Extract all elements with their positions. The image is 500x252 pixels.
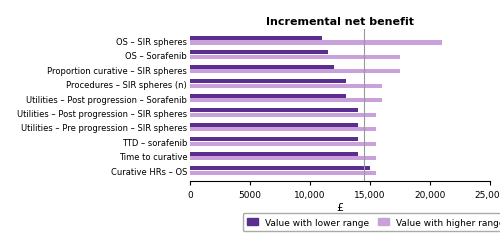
Legend: Value with lower range, Value with higher range: Value with lower range, Value with highe… [242, 213, 500, 231]
Bar [190, 142, 376, 146]
Bar [190, 70, 400, 74]
X-axis label: £: £ [336, 202, 344, 212]
Title: Incremental net benefit: Incremental net benefit [266, 17, 414, 27]
Bar [190, 80, 346, 84]
Bar [190, 152, 358, 156]
Bar [190, 171, 376, 175]
Bar [190, 113, 376, 117]
Bar [190, 99, 382, 103]
Bar [190, 66, 334, 70]
Bar [190, 84, 382, 88]
Bar [190, 166, 370, 170]
Bar [190, 138, 358, 142]
Bar [190, 56, 400, 60]
Bar [190, 37, 322, 41]
Bar [190, 51, 328, 55]
Bar [190, 41, 442, 45]
Bar [190, 128, 376, 132]
Bar [190, 94, 346, 98]
Bar [190, 156, 376, 161]
Bar [190, 109, 358, 113]
Bar [190, 123, 358, 127]
